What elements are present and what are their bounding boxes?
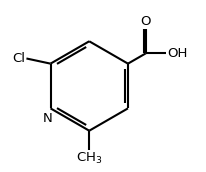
Text: O: O bbox=[140, 14, 151, 28]
Text: CH$_3$: CH$_3$ bbox=[76, 151, 102, 166]
Text: Cl: Cl bbox=[13, 52, 26, 65]
Text: N: N bbox=[43, 112, 53, 125]
Text: OH: OH bbox=[167, 47, 188, 60]
